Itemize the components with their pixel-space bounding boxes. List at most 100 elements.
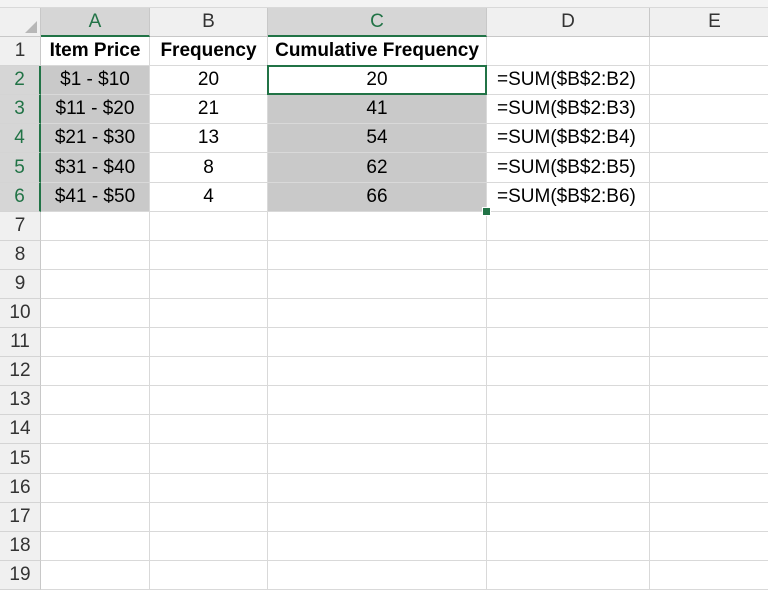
cell-b9[interactable]: [150, 270, 268, 299]
cell-d9[interactable]: [487, 270, 650, 299]
cell-b14[interactable]: [150, 415, 268, 444]
cell-d3[interactable]: =SUM($B$2:B3): [487, 95, 650, 124]
row-header-13[interactable]: 13: [0, 386, 41, 415]
cell-e14[interactable]: [650, 415, 768, 444]
cell-c4[interactable]: 54: [268, 124, 487, 153]
cell-a4[interactable]: $21 - $30: [41, 124, 150, 153]
row-header-3[interactable]: 3: [0, 95, 41, 124]
cell-b3[interactable]: 21: [150, 95, 268, 124]
cell-b13[interactable]: [150, 386, 268, 415]
cell-a15[interactable]: [41, 444, 150, 474]
column-header-e[interactable]: E: [650, 8, 768, 37]
cell-d14[interactable]: [487, 415, 650, 444]
cell-a10[interactable]: [41, 299, 150, 328]
cell-b11[interactable]: [150, 328, 268, 357]
cell-e9[interactable]: [650, 270, 768, 299]
cell-c3[interactable]: 41: [268, 95, 487, 124]
cell-c17[interactable]: [268, 503, 487, 532]
row-header-9[interactable]: 9: [0, 270, 41, 299]
cell-e12[interactable]: [650, 357, 768, 386]
cell-b15[interactable]: [150, 444, 268, 474]
row-header-17[interactable]: 17: [0, 503, 41, 532]
cell-e3[interactable]: [650, 95, 768, 124]
cell-c10[interactable]: [268, 299, 487, 328]
cell-e5[interactable]: [650, 153, 768, 183]
row-header-6[interactable]: 6: [0, 183, 41, 212]
cell-e11[interactable]: [650, 328, 768, 357]
cell-b6[interactable]: 4: [150, 183, 268, 212]
cell-c12[interactable]: [268, 357, 487, 386]
cell-c15[interactable]: [268, 444, 487, 474]
cell-c9[interactable]: [268, 270, 487, 299]
cell-d15[interactable]: [487, 444, 650, 474]
cell-c8[interactable]: [268, 241, 487, 270]
cell-b7[interactable]: [150, 212, 268, 241]
cell-a11[interactable]: [41, 328, 150, 357]
cell-b2[interactable]: 20: [150, 66, 268, 95]
cell-a9[interactable]: [41, 270, 150, 299]
cell-e6[interactable]: [650, 183, 768, 212]
cell-c18[interactable]: [268, 532, 487, 561]
cell-c13[interactable]: [268, 386, 487, 415]
cell-e4[interactable]: [650, 124, 768, 153]
cell-d19[interactable]: [487, 561, 650, 590]
row-header-19[interactable]: 19: [0, 561, 41, 590]
row-header-16[interactable]: 16: [0, 474, 41, 503]
cell-d5[interactable]: =SUM($B$2:B5): [487, 153, 650, 183]
row-header-1[interactable]: 1: [0, 37, 41, 66]
column-header-d[interactable]: D: [487, 8, 650, 37]
cell-a8[interactable]: [41, 241, 150, 270]
cell-b1[interactable]: Frequency: [150, 37, 268, 66]
cell-a18[interactable]: [41, 532, 150, 561]
cell-a19[interactable]: [41, 561, 150, 590]
row-header-14[interactable]: 14: [0, 415, 41, 444]
cell-d4[interactable]: =SUM($B$2:B4): [487, 124, 650, 153]
cell-b17[interactable]: [150, 503, 268, 532]
select-all-corner[interactable]: [0, 8, 41, 37]
row-header-15[interactable]: 15: [0, 444, 41, 474]
row-header-10[interactable]: 10: [0, 299, 41, 328]
cell-e8[interactable]: [650, 241, 768, 270]
cell-a12[interactable]: [41, 357, 150, 386]
cell-e19[interactable]: [650, 561, 768, 590]
cell-d17[interactable]: [487, 503, 650, 532]
cell-b16[interactable]: [150, 474, 268, 503]
cell-c11[interactable]: [268, 328, 487, 357]
cell-c16[interactable]: [268, 474, 487, 503]
cell-c2[interactable]: 20: [268, 66, 487, 95]
cell-e1[interactable]: [650, 37, 768, 66]
row-header-4[interactable]: 4: [0, 124, 41, 153]
cell-d2[interactable]: =SUM($B$2:B2): [487, 66, 650, 95]
cell-d6[interactable]: =SUM($B$2:B6): [487, 183, 650, 212]
row-header-2[interactable]: 2: [0, 66, 41, 95]
cell-e18[interactable]: [650, 532, 768, 561]
cell-e17[interactable]: [650, 503, 768, 532]
cell-d18[interactable]: [487, 532, 650, 561]
cell-b19[interactable]: [150, 561, 268, 590]
cell-d16[interactable]: [487, 474, 650, 503]
cell-a14[interactable]: [41, 415, 150, 444]
cell-d1[interactable]: [487, 37, 650, 66]
cell-e15[interactable]: [650, 444, 768, 474]
cell-c19[interactable]: [268, 561, 487, 590]
row-header-11[interactable]: 11: [0, 328, 41, 357]
cell-d11[interactable]: [487, 328, 650, 357]
cell-d13[interactable]: [487, 386, 650, 415]
cell-b4[interactable]: 13: [150, 124, 268, 153]
cell-d7[interactable]: [487, 212, 650, 241]
cell-a17[interactable]: [41, 503, 150, 532]
column-header-c[interactable]: C: [268, 8, 487, 37]
cell-b18[interactable]: [150, 532, 268, 561]
column-header-a[interactable]: A: [41, 8, 150, 37]
cell-e16[interactable]: [650, 474, 768, 503]
cell-b5[interactable]: 8: [150, 153, 268, 183]
row-header-5[interactable]: 5: [0, 153, 41, 183]
cell-b8[interactable]: [150, 241, 268, 270]
cell-e7[interactable]: [650, 212, 768, 241]
cell-c6[interactable]: 66: [268, 183, 487, 212]
fill-handle[interactable]: [482, 207, 491, 216]
cell-a6[interactable]: $41 - $50: [41, 183, 150, 212]
row-header-12[interactable]: 12: [0, 357, 41, 386]
cell-c7[interactable]: [268, 212, 487, 241]
